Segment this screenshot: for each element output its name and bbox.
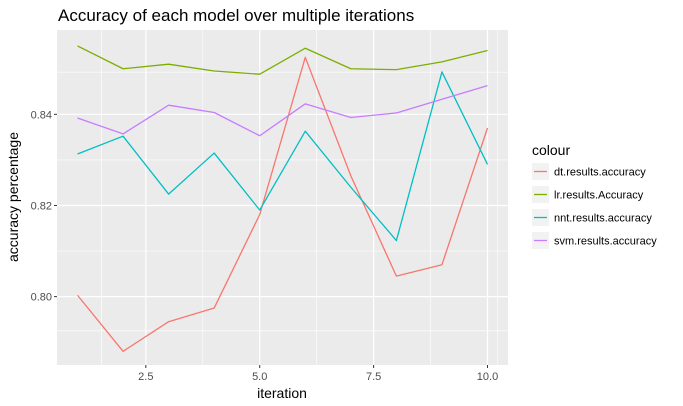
x-axis-title: iteration [257, 385, 307, 401]
series-line-1 [76, 56, 489, 352]
y-tick-label: 0.84 [31, 109, 52, 121]
legend-label: svm.results.accuracy [554, 236, 657, 248]
legend-label: lr.results.Accuracy [554, 190, 644, 202]
y-axis-title: accuracy percentage [5, 132, 21, 262]
y-tick-label: 0.82 [31, 200, 52, 212]
x-tick-label: 2.5 [138, 371, 153, 383]
chart-title: Accuracy of each model over multiple ite… [58, 6, 414, 25]
series-line-3 [77, 71, 489, 242]
series-lines [76, 45, 489, 352]
series-line-4 [77, 84, 488, 137]
x-axis: 2.5 5.0 7.5 10.0 [138, 365, 498, 383]
x-tick-label: 5.0 [252, 371, 267, 383]
legend-label: dt.results.accuracy [554, 167, 646, 179]
legend-title: colour [532, 142, 570, 158]
legend-items: dt.results.accuracy lr.results.Accuracy nn… [532, 163, 657, 249]
x-tick-label: 7.5 [366, 371, 381, 383]
plot-panel [57, 30, 508, 365]
y-tick-label: 0.80 [31, 292, 52, 304]
y-axis: 0.80 0.82 0.84 [31, 109, 57, 304]
legend-label: nnt.results.accuracy [554, 213, 652, 225]
x-tick-label: 10.0 [477, 371, 498, 383]
legend: colour dt.results.accuracy lr.results.Acc… [532, 142, 657, 249]
series-line-2 [77, 45, 488, 75]
